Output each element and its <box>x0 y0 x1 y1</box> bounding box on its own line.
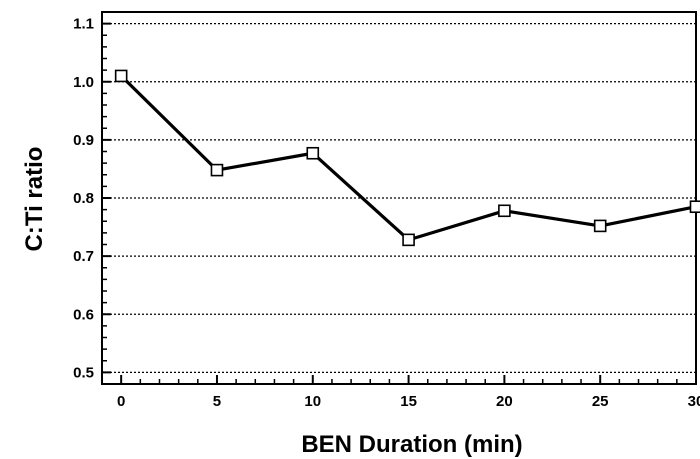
data-point <box>689 200 700 214</box>
y-axis-label: C:Ti ratio <box>21 147 48 252</box>
y-tick-label: 0.7 <box>73 248 94 265</box>
series-line-0 <box>120 74 697 242</box>
axis-ticks <box>102 22 697 384</box>
y-tick-label: 0.6 <box>73 306 94 323</box>
x-tick-label: 20 <box>496 393 513 410</box>
data-point <box>498 204 511 218</box>
data-point <box>210 163 224 177</box>
y-tick-label: 1.0 <box>73 74 94 91</box>
plot-frame <box>101 11 697 385</box>
data-point <box>114 69 128 83</box>
data-point <box>593 219 607 233</box>
x-tick-label: 0 <box>117 393 125 410</box>
x-tick-label: 15 <box>400 393 417 410</box>
y-tick-label: 0.8 <box>73 190 94 207</box>
tick-labels: 0.5 0.6 0.7 0.8 0.9 1.0 1.1 0 5 10 15 20 25 30 <box>73 16 700 410</box>
series-group <box>114 69 700 247</box>
y-tick-label: 0.5 <box>73 364 94 381</box>
grid-lines <box>102 23 696 373</box>
data-point <box>402 233 415 247</box>
x-tick-label: 10 <box>304 393 321 410</box>
y-tick-label: 1.1 <box>73 16 94 33</box>
x-tick-label: 5 <box>213 393 221 410</box>
y-tick-label: 0.9 <box>73 132 94 149</box>
data-point <box>306 146 320 160</box>
x-tick-label: 25 <box>592 393 609 410</box>
x-axis-label: BEN Duration (min) <box>301 431 522 458</box>
x-tick-label: 30 <box>688 393 700 410</box>
